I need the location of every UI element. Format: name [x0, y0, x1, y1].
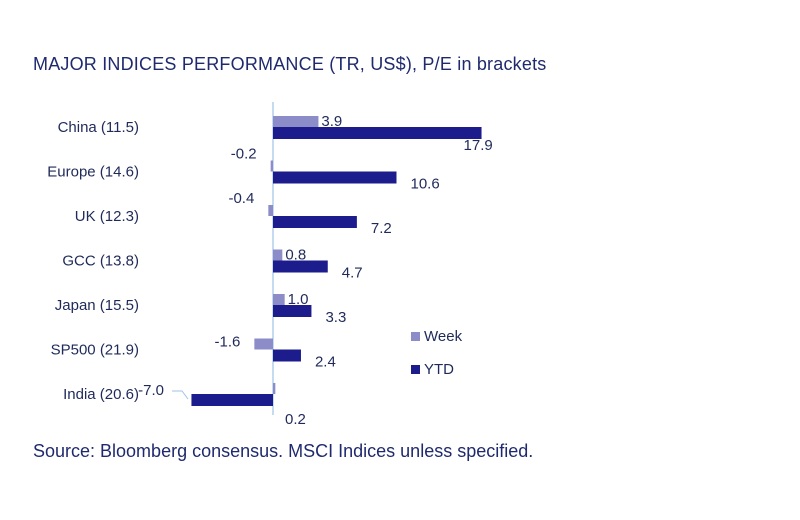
week-value-label: 0.8 [285, 247, 306, 264]
legend-ytd-label: YTD [424, 361, 454, 378]
ytd-value-label: 7.2 [371, 220, 392, 237]
ytd-bar [273, 260, 328, 273]
category-label: Europe (14.6) [47, 164, 139, 181]
legend-week-swatch [411, 332, 420, 341]
category-label: GCC (13.8) [62, 253, 139, 270]
week-bar [254, 338, 273, 350]
ytd-value-label: 17.9 [464, 137, 493, 154]
week-value-label: -0.4 [228, 190, 254, 207]
week-bar [273, 294, 285, 305]
ytd-value-label: 4.7 [342, 265, 363, 282]
category-label: China (11.5) [58, 119, 139, 136]
week-value-label: -1.6 [215, 334, 241, 351]
category-label: Japan (15.5) [55, 297, 139, 314]
ytd-bar [273, 305, 312, 317]
ytd-bar [273, 216, 357, 228]
week-value-label: 1.0 [288, 291, 309, 308]
ytd-bar [273, 171, 397, 184]
week-bar [273, 383, 276, 394]
leader-line [172, 390, 189, 400]
chart-title: MAJOR INDICES PERFORMANCE (TR, US$), P/E… [33, 54, 547, 74]
week-value-label: 3.9 [321, 113, 342, 130]
ytd-value-label: 10.6 [410, 176, 439, 193]
ytd-value-label: 3.3 [325, 309, 346, 326]
legend-week-label: Week [424, 328, 463, 345]
ytd-bar [273, 349, 301, 362]
ytd-value-label: 2.4 [315, 354, 336, 371]
legend-ytd-swatch [411, 365, 420, 374]
ytd-bar [191, 394, 273, 406]
category-label: India (20.6) [63, 386, 139, 403]
ytd-bar [273, 127, 482, 139]
week-value-label: -0.2 [231, 146, 257, 163]
category-label: UK (12.3) [75, 208, 139, 225]
week-bar [273, 116, 319, 127]
ytd-value-label: -7.0 [138, 382, 164, 399]
week-bar [268, 205, 273, 216]
week-value-label: 0.2 [285, 411, 306, 428]
week-bar [270, 160, 273, 172]
source-note: Source: Bloomberg consensus. MSCI Indice… [33, 441, 534, 461]
category-label: SP500 (21.9) [51, 342, 139, 359]
week-bar [273, 249, 283, 261]
